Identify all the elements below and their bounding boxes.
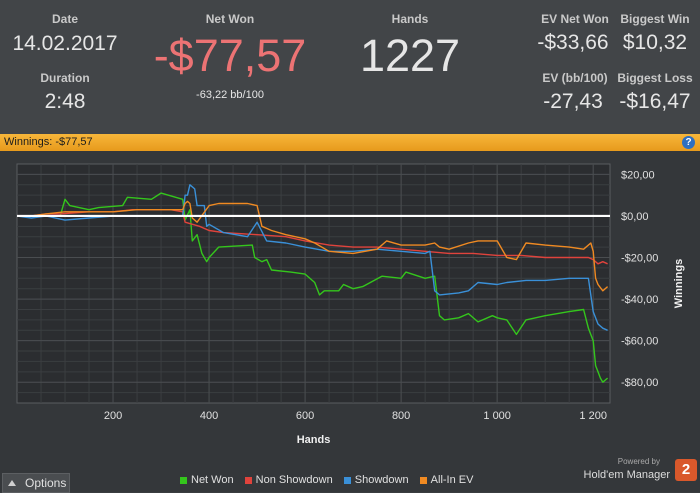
- duration-label: Duration: [40, 71, 90, 85]
- y-tick-label: -$40,00: [621, 294, 658, 306]
- duration-value: 2:48: [44, 90, 86, 113]
- legend-item-all-in-ev[interactable]: All-In EV: [419, 474, 474, 486]
- y-tick-label: -$60,00: [621, 336, 658, 348]
- footer: Options Net Won Non Showdown Showdown Al…: [0, 457, 700, 493]
- hands-label: Hands: [391, 12, 429, 26]
- date-label: Date: [51, 12, 78, 26]
- date-value: 14.02.2017: [12, 32, 118, 55]
- legend-label: Net Won: [191, 474, 234, 486]
- plot-background: [16, 163, 611, 404]
- ev-net-won-label: EV Net Won: [541, 12, 609, 26]
- hm2-logo-icon: 2: [675, 459, 697, 481]
- legend-item-net-won[interactable]: Net Won: [180, 474, 234, 486]
- series-line-all-in-ev: [17, 200, 609, 292]
- brand-name: Hold'em Manager: [583, 469, 670, 481]
- legend-label: Non Showdown: [255, 474, 333, 486]
- biggest-loss-value: -$16,47: [619, 90, 691, 113]
- legend-item-non-showdown[interactable]: Non Showdown: [244, 474, 333, 486]
- winnings-chart: 200 400 600 800 1 000 1 200 $20,00 $0,00 -$20,00…: [16, 163, 685, 446]
- legend-label: All-In EV: [430, 474, 474, 486]
- ev-bb-value: -27,43: [543, 90, 603, 113]
- y-tick-label: $0,00: [621, 211, 649, 223]
- chart-legend: Net Won Non Showdown Showdown All-In EV: [180, 474, 481, 486]
- triangle-up-icon: [8, 480, 16, 486]
- legend-swatch: [244, 476, 252, 484]
- winnings-bar-value: -$77,57: [55, 136, 93, 148]
- winnings-bar-text: Winnings: -$77,57: [4, 134, 93, 151]
- y-tick-label: $20,00: [621, 169, 655, 181]
- legend-swatch: [343, 476, 351, 484]
- y-tick-label: -$20,00: [621, 253, 658, 265]
- y-axis-label: Winnings: [673, 259, 685, 308]
- net-won-bb: -63,22 bb/100: [196, 89, 264, 101]
- biggest-win-value: $10,32: [622, 31, 688, 54]
- y-tick-label: -$80,00: [621, 377, 658, 389]
- ev-net-won-value: -$33,66: [537, 31, 609, 54]
- series-line-net-won: [17, 192, 609, 383]
- x-axis-label: Hands: [297, 434, 331, 446]
- x-tick-label: 600: [296, 410, 314, 422]
- winnings-bar: Winnings: -$77,57 ?: [0, 134, 700, 151]
- x-tick-label: 400: [200, 410, 218, 422]
- x-tick-label: 1 200: [579, 410, 607, 422]
- x-tick-label: 200: [104, 410, 122, 422]
- legend-swatch: [180, 476, 187, 484]
- stats-panel: Date 14.02.2017 Duration 2:48 Net Won -$…: [0, 0, 700, 134]
- winnings-bar-title: Winnings:: [4, 136, 53, 148]
- legend-swatch: [419, 476, 427, 484]
- biggest-win-label: Biggest Win: [620, 12, 690, 26]
- net-won-value: -$77,57: [153, 30, 307, 81]
- chart-area: 200 400 600 800 1 000 1 200 $20,00 $0,00 -$20,00…: [0, 151, 700, 471]
- x-tick-label: 1 000: [483, 410, 511, 422]
- options-button[interactable]: Options: [2, 473, 70, 493]
- ev-bb-label: EV (bb/100): [542, 71, 608, 85]
- biggest-loss-label: Biggest Loss: [617, 71, 693, 85]
- powered-by: Powered by: [617, 457, 660, 466]
- help-icon[interactable]: ?: [682, 136, 695, 149]
- legend-label: Showdown: [354, 474, 409, 486]
- brand: Powered by Hold'em Manager 2: [584, 457, 700, 492]
- options-label: Options: [25, 476, 67, 490]
- net-won-label: Net Won: [205, 12, 255, 26]
- hands-value: 1227: [359, 30, 461, 81]
- legend-item-showdown[interactable]: Showdown: [343, 474, 409, 486]
- x-tick-label: 800: [392, 410, 410, 422]
